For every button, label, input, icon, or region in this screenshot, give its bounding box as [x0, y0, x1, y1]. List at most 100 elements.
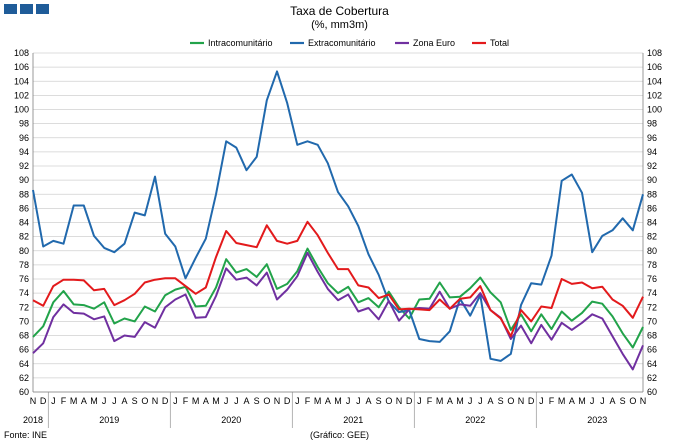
y-tick-label-right: 84 [647, 218, 657, 228]
x-year-label: 2018 [23, 415, 43, 425]
y-tick-label-left: 108 [14, 48, 29, 58]
x-month-label: A [243, 396, 249, 406]
y-tick-label-left: 60 [19, 387, 29, 397]
logo-blocks [4, 4, 49, 14]
x-month-label: A [365, 396, 371, 406]
y-tick-label-right: 66 [647, 345, 657, 355]
x-month-label: J [234, 396, 239, 406]
x-month-label: D [284, 396, 291, 406]
x-year-label: 2019 [99, 415, 119, 425]
y-tick-label-left: 100 [14, 105, 29, 115]
x-month-label: S [376, 396, 382, 406]
logo-block [20, 4, 33, 14]
x-month-label: M [314, 396, 322, 406]
chart-title: Taxa de Cobertura [290, 4, 389, 18]
y-tick-label-left: 102 [14, 90, 29, 100]
chart-subtitle: (%, mm3m) [311, 19, 368, 31]
x-month-label: M [456, 396, 464, 406]
y-tick-label-left: 82 [19, 232, 29, 242]
y-tick-label-right: 80 [647, 246, 657, 256]
x-month-label: J [590, 396, 595, 406]
y-tick-label-left: 92 [19, 161, 29, 171]
x-month-label: S [254, 396, 260, 406]
x-month-label: N [640, 396, 647, 406]
y-tick-label-left: 98 [19, 119, 29, 129]
x-month-label: A [569, 396, 575, 406]
legend-label: Zona Euro [413, 38, 455, 48]
x-month-label: D [162, 396, 169, 406]
x-month-label: F [61, 396, 67, 406]
series-line-zona-euro [32, 251, 644, 371]
x-month-label: J [173, 396, 178, 406]
x-month-label: J [112, 396, 117, 406]
y-tick-label-left: 62 [19, 373, 29, 383]
y-tick-label-left: 86 [19, 203, 29, 213]
x-month-label: M [436, 396, 444, 406]
y-tick-label-right: 104 [647, 76, 662, 86]
y-tick-label-right: 102 [647, 90, 662, 100]
x-month-label: A [487, 396, 493, 406]
x-month-label: M [90, 396, 98, 406]
x-month-label: M [192, 396, 200, 406]
y-tick-label-right: 70 [647, 316, 657, 326]
x-month-label: O [385, 396, 392, 406]
x-month-label: J [51, 396, 56, 406]
y-tick-label-left: 66 [19, 345, 29, 355]
y-tick-label-right: 64 [647, 359, 657, 369]
x-month-label: J [295, 396, 300, 406]
y-tick-label-right: 62 [647, 373, 657, 383]
series-line-total [32, 220, 644, 338]
x-month-label: D [40, 396, 47, 406]
x-month-label: M [212, 396, 220, 406]
x-month-label: A [609, 396, 615, 406]
y-tick-label-right: 82 [647, 232, 657, 242]
y-tick-label-right: 106 [647, 62, 662, 72]
x-month-label: J [346, 396, 351, 406]
y-tick-label-left: 96 [19, 133, 29, 143]
x-month-label: F [183, 396, 189, 406]
y-tick-label-left: 68 [19, 331, 29, 341]
y-tick-label-left: 64 [19, 359, 29, 369]
x-month-label: A [447, 396, 453, 406]
x-month-label: S [132, 396, 138, 406]
y-tick-label-right: 88 [647, 189, 657, 199]
x-month-label: S [620, 396, 626, 406]
y-tick-label-right: 100 [647, 105, 662, 115]
y-tick-label-right: 76 [647, 274, 657, 284]
x-month-label: N [274, 396, 281, 406]
y-tick-label-left: 74 [19, 288, 29, 298]
y-tick-label-left: 78 [19, 260, 29, 270]
x-month-label: D [406, 396, 413, 406]
x-month-label: A [81, 396, 87, 406]
legend-label: Extracomunitário [308, 38, 376, 48]
y-tick-label-right: 78 [647, 260, 657, 270]
y-tick-label-left: 94 [19, 147, 29, 157]
legend-label: Total [490, 38, 509, 48]
x-year-label: 2021 [343, 415, 363, 425]
x-month-label: A [203, 396, 209, 406]
y-tick-label-left: 84 [19, 218, 29, 228]
x-month-label: J [356, 396, 361, 406]
y-tick-label-right: 68 [647, 331, 657, 341]
x-month-label: J [224, 396, 229, 406]
series-line-extracomunitário [32, 70, 644, 362]
x-month-label: A [325, 396, 331, 406]
y-tick-label-right: 98 [647, 119, 657, 129]
x-month-label: O [263, 396, 270, 406]
credit-note: (Gráfico: GEE) [310, 430, 370, 440]
x-month-label: J [468, 396, 473, 406]
y-tick-label-right: 74 [647, 288, 657, 298]
y-tick-label-left: 76 [19, 274, 29, 284]
y-tick-label-right: 90 [647, 175, 657, 185]
x-month-label: J [539, 396, 544, 406]
x-month-label: J [478, 396, 483, 406]
x-month-label: J [600, 396, 605, 406]
x-year-label: 2023 [587, 415, 607, 425]
y-tick-label-right: 92 [647, 161, 657, 171]
x-month-label: A [121, 396, 127, 406]
logo-block [36, 4, 49, 14]
y-tick-label-left: 88 [19, 189, 29, 199]
x-year-label: 2022 [465, 415, 485, 425]
x-month-label: M [558, 396, 566, 406]
